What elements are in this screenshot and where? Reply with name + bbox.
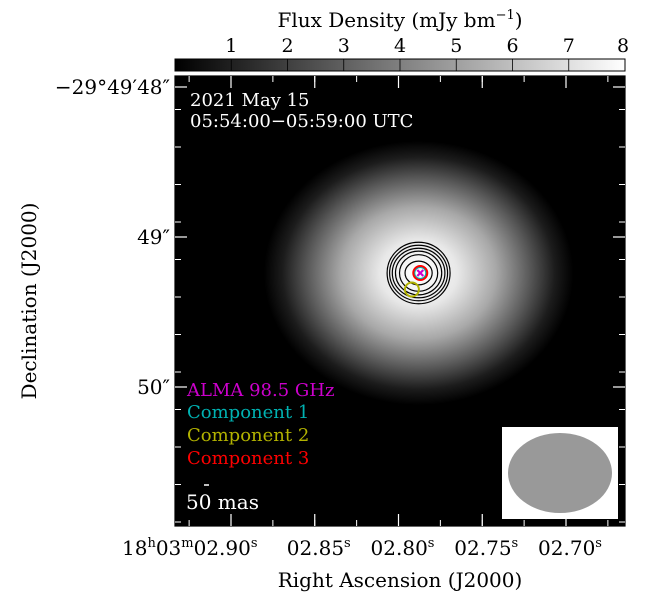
contour-lines: [386, 241, 451, 305]
colorbar-tick-label: 1: [225, 35, 237, 57]
y-tick-label: −29°49′48″: [55, 75, 170, 99]
colorbar-tick-label: 3: [338, 35, 350, 57]
plot-area: 2021 May 15 05:54:00−05:59:00 UTC ALMA 9…: [174, 75, 626, 527]
legend: ALMA 98.5 GHz Component 1 Component 2 Co…: [186, 380, 334, 469]
legend-entry-alma: ALMA 98.5 GHz: [186, 380, 334, 401]
x-tick-labels: 18h03m02.90s 02.85s 02.80s 02.75s 02.70s: [122, 536, 602, 560]
colorbar-label-sup: −1: [496, 8, 515, 23]
scale-bar-label: 50 mas: [186, 490, 259, 514]
x-tick-label: 02.75s: [454, 536, 518, 560]
colorbar-tick-label: 2: [281, 35, 293, 57]
epoch-time: 05:54:00−05:59:00 UTC: [190, 111, 413, 132]
colorbar: Flux Density (mJy bm−1) 1 2 3 4 5 6 7 8: [174, 8, 629, 72]
x-tick-label: 02.70s: [538, 536, 602, 560]
x-tick-label: 18h03m02.90s: [122, 536, 258, 560]
colorbar-label-close: ): [515, 8, 523, 32]
colorbar-tick-label: 4: [394, 35, 406, 57]
y-tick-label: 50″: [137, 375, 170, 399]
contour: [391, 247, 446, 299]
colorbar-label-main: Flux Density (mJy bm: [277, 8, 495, 32]
legend-entry-component-3: Component 3: [187, 448, 309, 469]
x-tick-label: 02.80s: [371, 536, 435, 560]
source-emission: [263, 141, 574, 405]
beam-ellipse: [508, 433, 612, 513]
colorbar-tick-label: 7: [563, 35, 575, 57]
legend-entry-component-2: Component 2: [187, 425, 309, 446]
contour: [386, 241, 451, 305]
colorbar-ticks: 1 2 3 4 5 6 7 8: [225, 35, 629, 71]
source-markers: [403, 265, 429, 298]
contour: [394, 250, 443, 296]
y-tick-labels: −29°49′48″ 49″ 50″: [55, 75, 170, 399]
x-tick-label: 02.85s: [287, 536, 351, 560]
axis-ticks: [175, 76, 625, 526]
colorbar-tick-label: 5: [450, 35, 462, 57]
colorbar-tick-label: 8: [617, 35, 629, 57]
plot-frame: [174, 75, 626, 527]
y-tick-label: 49″: [137, 225, 170, 249]
x-axis-label: Right Ascension (J2000): [278, 568, 523, 592]
epoch-date: 2021 May 15: [190, 90, 310, 111]
colorbar-label: Flux Density (mJy bm−1): [277, 8, 522, 32]
contour: [404, 260, 433, 286]
scale-bar: 50 mas: [186, 484, 259, 514]
beam-box: [502, 427, 618, 519]
marker-component-3: [412, 265, 429, 281]
legend-entry-component-1: Component 1: [187, 402, 309, 423]
y-axis-label: Declination (J2000): [17, 203, 41, 400]
marker-component-2: [403, 281, 420, 298]
colorbar-tick-label: 6: [506, 35, 518, 57]
contour: [389, 244, 449, 302]
marker-alma-cross: [416, 269, 425, 277]
